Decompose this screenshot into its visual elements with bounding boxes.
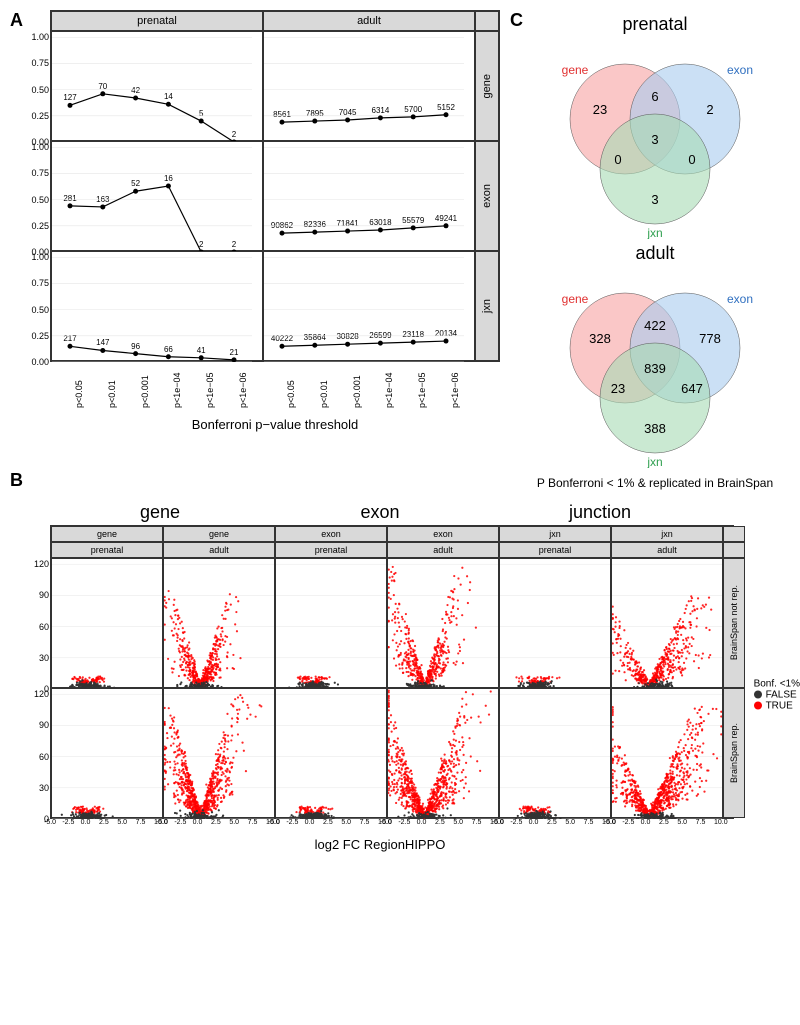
volcano-cell — [499, 558, 611, 688]
svg-text:jxn: jxn — [646, 455, 662, 468]
svg-text:388: 388 — [644, 421, 666, 436]
panel-b-xlabel: log2 FC RegionHIPPO — [50, 837, 710, 852]
panel-b-label: B — [10, 470, 23, 491]
panel-a-label: A — [10, 10, 23, 31]
svg-text:3: 3 — [651, 132, 658, 147]
figure: A Replication rate prenataladult0.000.25… — [10, 10, 790, 852]
chart-cell: 0.000.250.500.751.00281163521622 — [51, 141, 263, 251]
svg-text:exon: exon — [727, 292, 753, 306]
svg-text:0: 0 — [614, 152, 621, 167]
volcano-cell: -5.0-2.50.02.55.07.510.0 — [275, 688, 387, 818]
volcano-cell: -5.0-2.50.02.55.07.510.0 — [499, 688, 611, 818]
chart-cell: 908628233671841630185557949241 — [263, 141, 475, 251]
row-header: jxn — [475, 251, 499, 361]
svg-text:exon: exon — [727, 63, 753, 77]
venn-diagram: geneexonjxn23236003 — [540, 39, 770, 239]
volcano-cell — [275, 558, 387, 688]
row-header: BrainSpan not rep. — [723, 558, 745, 688]
svg-text:23: 23 — [593, 102, 607, 117]
svg-text:778: 778 — [699, 331, 721, 346]
panel-c: prenatalgeneexonjxn23236003adultgeneexon… — [520, 10, 790, 490]
volcano-cell — [387, 558, 499, 688]
venn-diagram: gene exon jxn 328 778 388 422 23 647 839 — [540, 268, 770, 468]
volcano-cell: -5.0-2.50.02.55.07.510.0 — [163, 688, 275, 818]
volcano-cell: -5.0-2.50.02.55.07.510.0 — [387, 688, 499, 818]
volcano-cell: 0306090120-5.0-2.50.02.55.07.510.0 — [51, 688, 163, 818]
svg-text:23: 23 — [611, 381, 625, 396]
chart-cell: 0.000.250.500.751.0021714796664121p<0.05… — [51, 251, 263, 361]
svg-text:0: 0 — [688, 152, 695, 167]
row-header: BrainSpan rep. — [723, 688, 745, 818]
chart-cell: 856178957045631457005152 — [263, 31, 475, 141]
row-header: gene — [475, 31, 499, 141]
volcano-cell — [163, 558, 275, 688]
chart-cell: 402223586430828265992311820134p<0.05p<0.… — [263, 251, 475, 361]
venn-title: prenatal — [520, 14, 790, 35]
panel-b: −log10 p value geneexonjunction genegene… — [50, 502, 770, 852]
svg-text:422: 422 — [644, 318, 666, 333]
volcano-cell — [611, 558, 723, 688]
col-header: adult — [263, 11, 475, 31]
svg-text:647: 647 — [681, 381, 703, 396]
col-header: prenatal — [51, 11, 263, 31]
legend: Bonf. <1%FALSETRUE — [754, 678, 800, 711]
svg-text:gene: gene — [562, 292, 589, 306]
panel-a: Replication rate prenataladult0.000.250.… — [50, 10, 500, 432]
svg-text:328: 328 — [589, 331, 611, 346]
panel-a-xlabel: Bonferroni p−value threshold — [50, 417, 500, 432]
svg-text:839: 839 — [644, 361, 666, 376]
svg-text:gene: gene — [562, 63, 589, 77]
row-header: exon — [475, 141, 499, 251]
volcano-cell: -5.0-2.50.02.55.07.510.0 — [611, 688, 723, 818]
svg-text:2: 2 — [706, 102, 713, 117]
svg-text:jxn: jxn — [646, 226, 662, 239]
venn-title: adult — [520, 243, 790, 264]
chart-cell: 0.000.250.500.751.0012770421452 — [51, 31, 263, 141]
group-header: exon — [270, 502, 490, 523]
svg-text:6: 6 — [651, 89, 658, 104]
volcano-cell: 0306090120 — [51, 558, 163, 688]
venn-caption: P Bonferroni < 1% & replicated in BrainS… — [520, 476, 790, 490]
group-header: junction — [490, 502, 710, 523]
group-header: gene — [50, 502, 270, 523]
svg-text:3: 3 — [651, 192, 658, 207]
